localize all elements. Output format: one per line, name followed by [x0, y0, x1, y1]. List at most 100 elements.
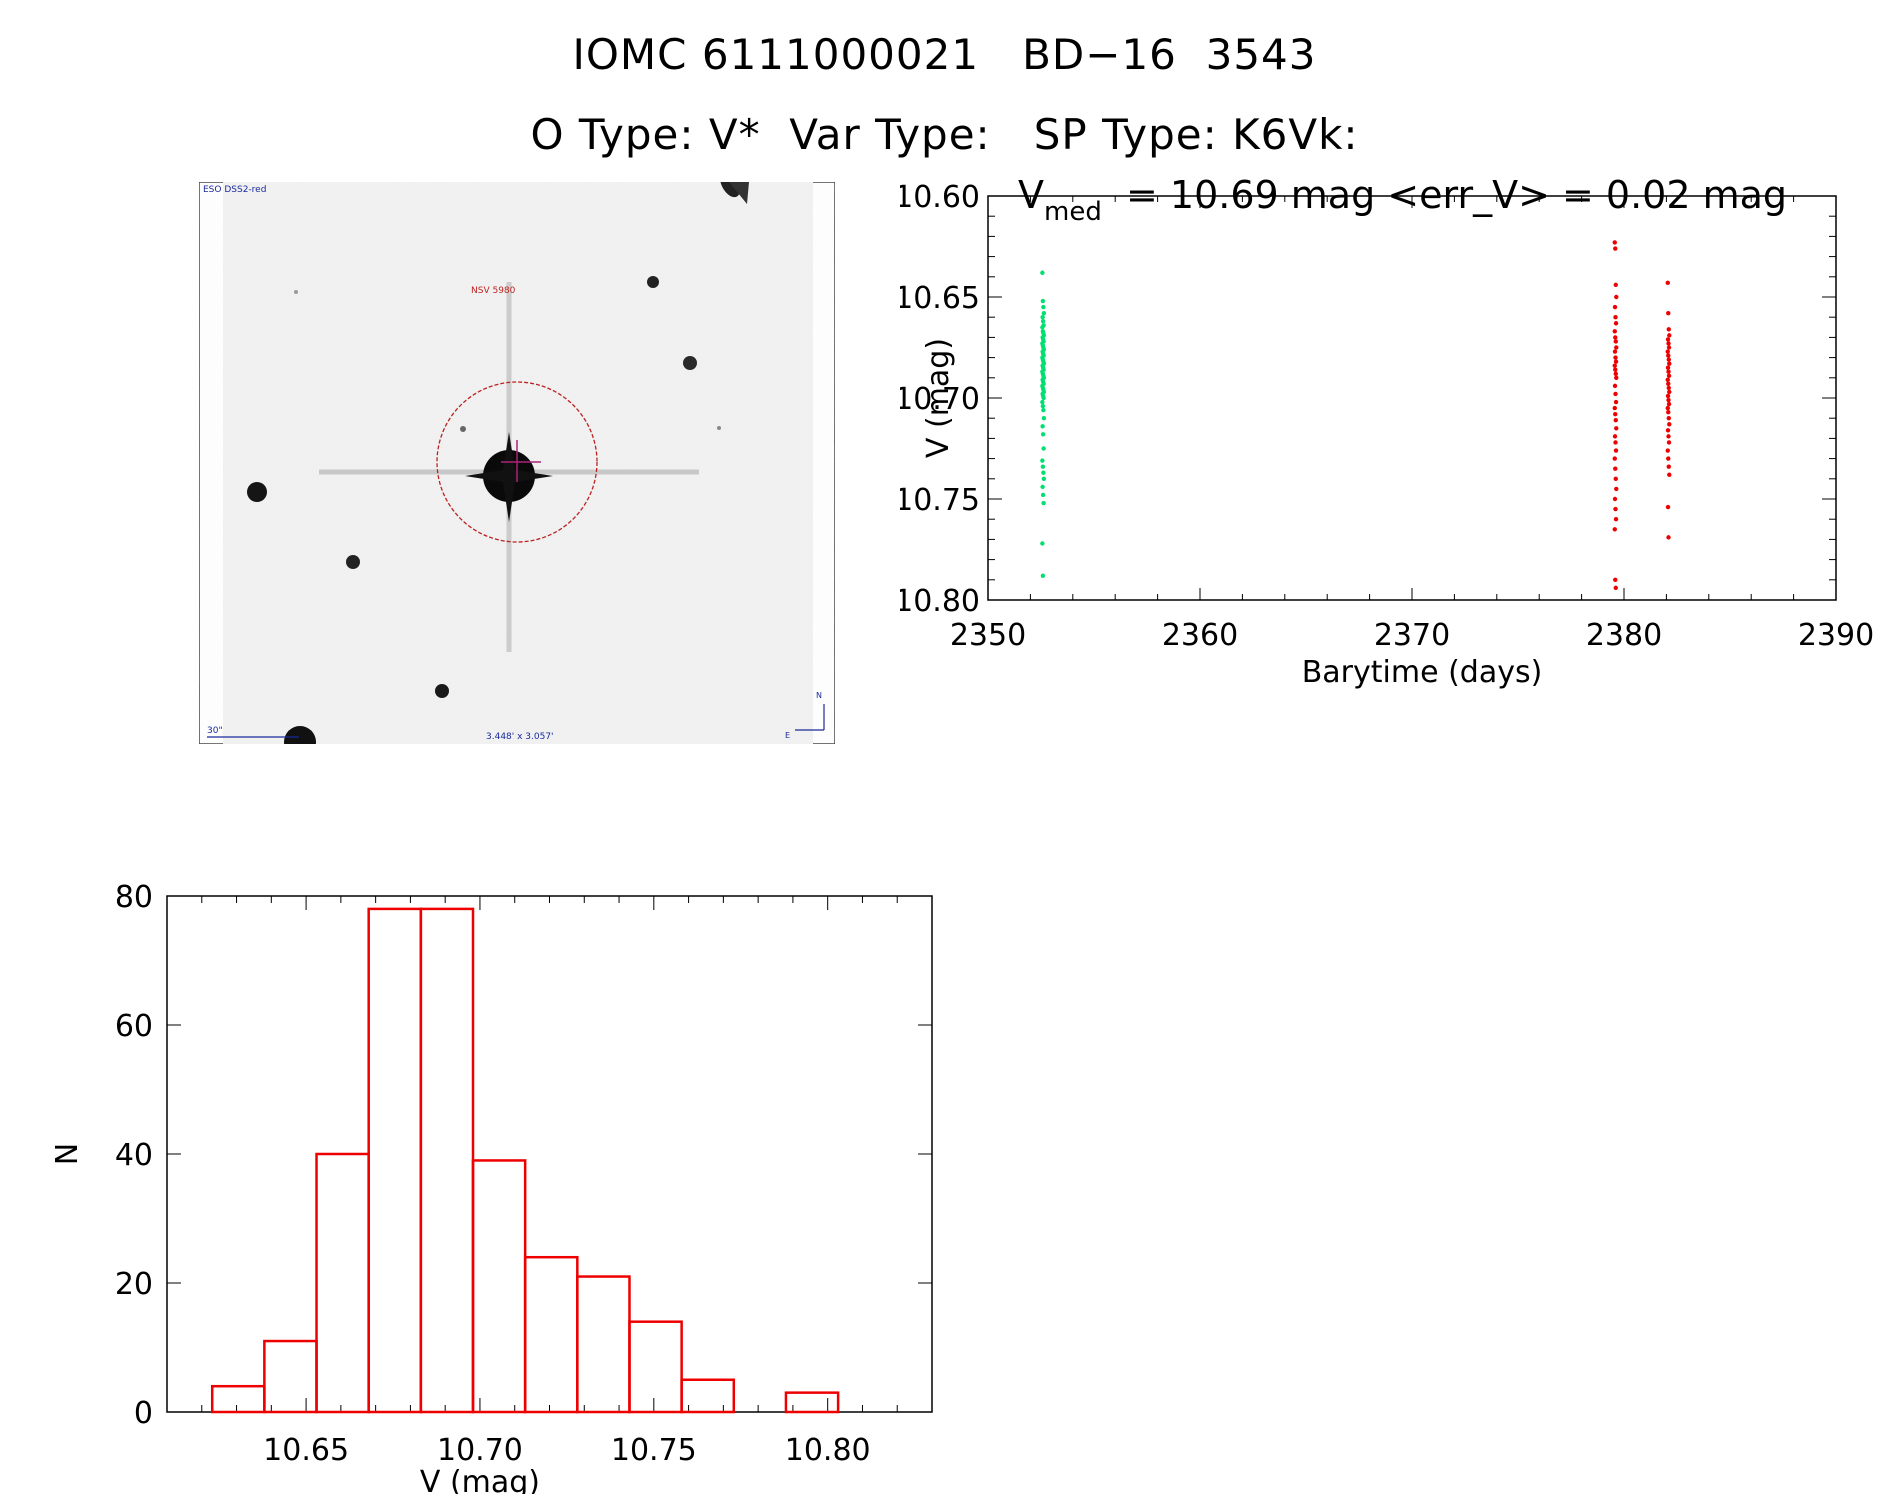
finder-chart-image: ESO DSS2-red NSV 5980 30" 3.448' x 3.057…	[199, 182, 835, 744]
data-point	[1666, 440, 1672, 445]
x-tick-label: 10.75	[611, 1433, 697, 1468]
data-point	[1667, 472, 1672, 477]
x-tick-label: 10.65	[263, 1433, 349, 1468]
histogram-bar	[680, 1378, 736, 1414]
data-point	[1666, 401, 1672, 407]
field-star	[294, 290, 298, 294]
data-point	[1040, 484, 1045, 490]
chart-title: Vmed = 10.69 mag <err_V> = 0.02 mag	[1018, 173, 1787, 227]
data-point	[1614, 426, 1619, 431]
y-tick-label: 80	[115, 880, 153, 915]
data-point	[1041, 476, 1047, 481]
data-point	[1613, 517, 1619, 522]
data-point	[1041, 395, 1046, 401]
data-point	[1041, 500, 1046, 506]
field-star	[647, 276, 659, 288]
data-point	[1612, 456, 1617, 461]
x-tick-label: 10.70	[437, 1433, 523, 1468]
data-point	[1666, 327, 1671, 332]
data-point	[1666, 434, 1671, 439]
page-subtitle: O Type: V* Var Type: SP Type: K6Vk:	[530, 110, 1359, 159]
data-point	[1613, 315, 1618, 320]
data-point	[1613, 418, 1618, 423]
data-point	[1612, 496, 1618, 502]
y-tick-label: 10.70	[900, 382, 980, 417]
data-point	[1040, 270, 1045, 275]
data-point	[1041, 416, 1047, 421]
y-tick-label: 10.60	[900, 180, 980, 215]
data-point	[1612, 349, 1618, 354]
data-point	[1666, 397, 1671, 403]
histogram-bar	[315, 1152, 370, 1414]
y-tick-label: 10.80	[900, 584, 980, 619]
target-label: NSV 5980	[471, 286, 516, 296]
data-point	[1614, 486, 1619, 492]
histogram-bar	[263, 1339, 318, 1414]
data-point	[1665, 504, 1671, 510]
data-point	[1612, 240, 1617, 245]
data-point	[1666, 409, 1671, 415]
field-star-edge	[729, 182, 749, 204]
data-point	[1040, 492, 1046, 498]
data-point	[1667, 422, 1672, 427]
data-point	[1613, 440, 1618, 445]
data-point	[1613, 466, 1618, 471]
histogram-bar	[419, 907, 475, 1414]
data-point	[1612, 527, 1617, 532]
data-point	[1612, 329, 1617, 334]
data-point	[1665, 349, 1670, 354]
data-point	[1041, 310, 1047, 316]
data-point	[1667, 361, 1672, 366]
data-point	[1613, 246, 1618, 251]
data-point	[1667, 389, 1672, 395]
data-point	[1040, 315, 1045, 320]
data-point	[1666, 310, 1671, 316]
data-point	[1665, 405, 1670, 411]
x-tick-label: 2380	[1586, 618, 1662, 653]
x-tick-label: 2360	[1162, 618, 1238, 653]
data-point	[1665, 377, 1670, 383]
data-point	[1041, 407, 1046, 413]
field-star	[460, 426, 466, 432]
data-point	[1613, 577, 1618, 582]
histogram-chart: 10.65 10.70 10.75 10.80 0 20 40 60 80 V (mag) N	[55, 880, 933, 1494]
y-axis-label: N	[55, 1143, 85, 1165]
histogram-bar	[784, 1391, 840, 1414]
data-point	[1040, 458, 1045, 463]
data-point	[1040, 464, 1046, 469]
plot-frame	[166, 895, 933, 1413]
data-point	[1666, 357, 1671, 362]
x-tick-label: 2370	[1374, 618, 1450, 653]
y-tick-label: 40	[115, 1138, 153, 1173]
histogram-bar	[523, 1255, 579, 1414]
page-title: IOMC 6111000021 BD−16 3543	[572, 30, 1317, 79]
data-point	[1040, 399, 1045, 405]
data-point	[1665, 393, 1671, 399]
data-point	[1613, 448, 1619, 453]
x-tick-label: 2350	[950, 618, 1026, 653]
east-label: E	[785, 731, 790, 740]
scale-label: 30"	[207, 726, 223, 736]
data-point	[1040, 573, 1046, 578]
x-axis-label: V (mag)	[420, 1465, 540, 1494]
y-tick-label: 10.75	[900, 483, 980, 518]
data-point	[1613, 391, 1618, 397]
data-point	[1040, 319, 1046, 324]
north-label: N	[816, 691, 822, 700]
data-point	[1040, 541, 1045, 546]
data-point	[1613, 359, 1619, 364]
data-point	[1612, 383, 1618, 389]
data-point	[1614, 294, 1619, 300]
data-point	[1613, 585, 1618, 591]
field-star	[346, 555, 360, 569]
data-point	[1665, 337, 1671, 342]
data-point	[1666, 456, 1671, 461]
data-point	[1040, 325, 1045, 330]
data-point	[1665, 365, 1671, 370]
y-tick-label: 20	[115, 1267, 153, 1302]
y-tick-label: 0	[134, 1396, 153, 1431]
data-point	[1613, 367, 1618, 372]
y-tick-label: 60	[115, 1009, 153, 1044]
target-star-spikes	[465, 432, 553, 522]
data-point	[1613, 476, 1618, 481]
